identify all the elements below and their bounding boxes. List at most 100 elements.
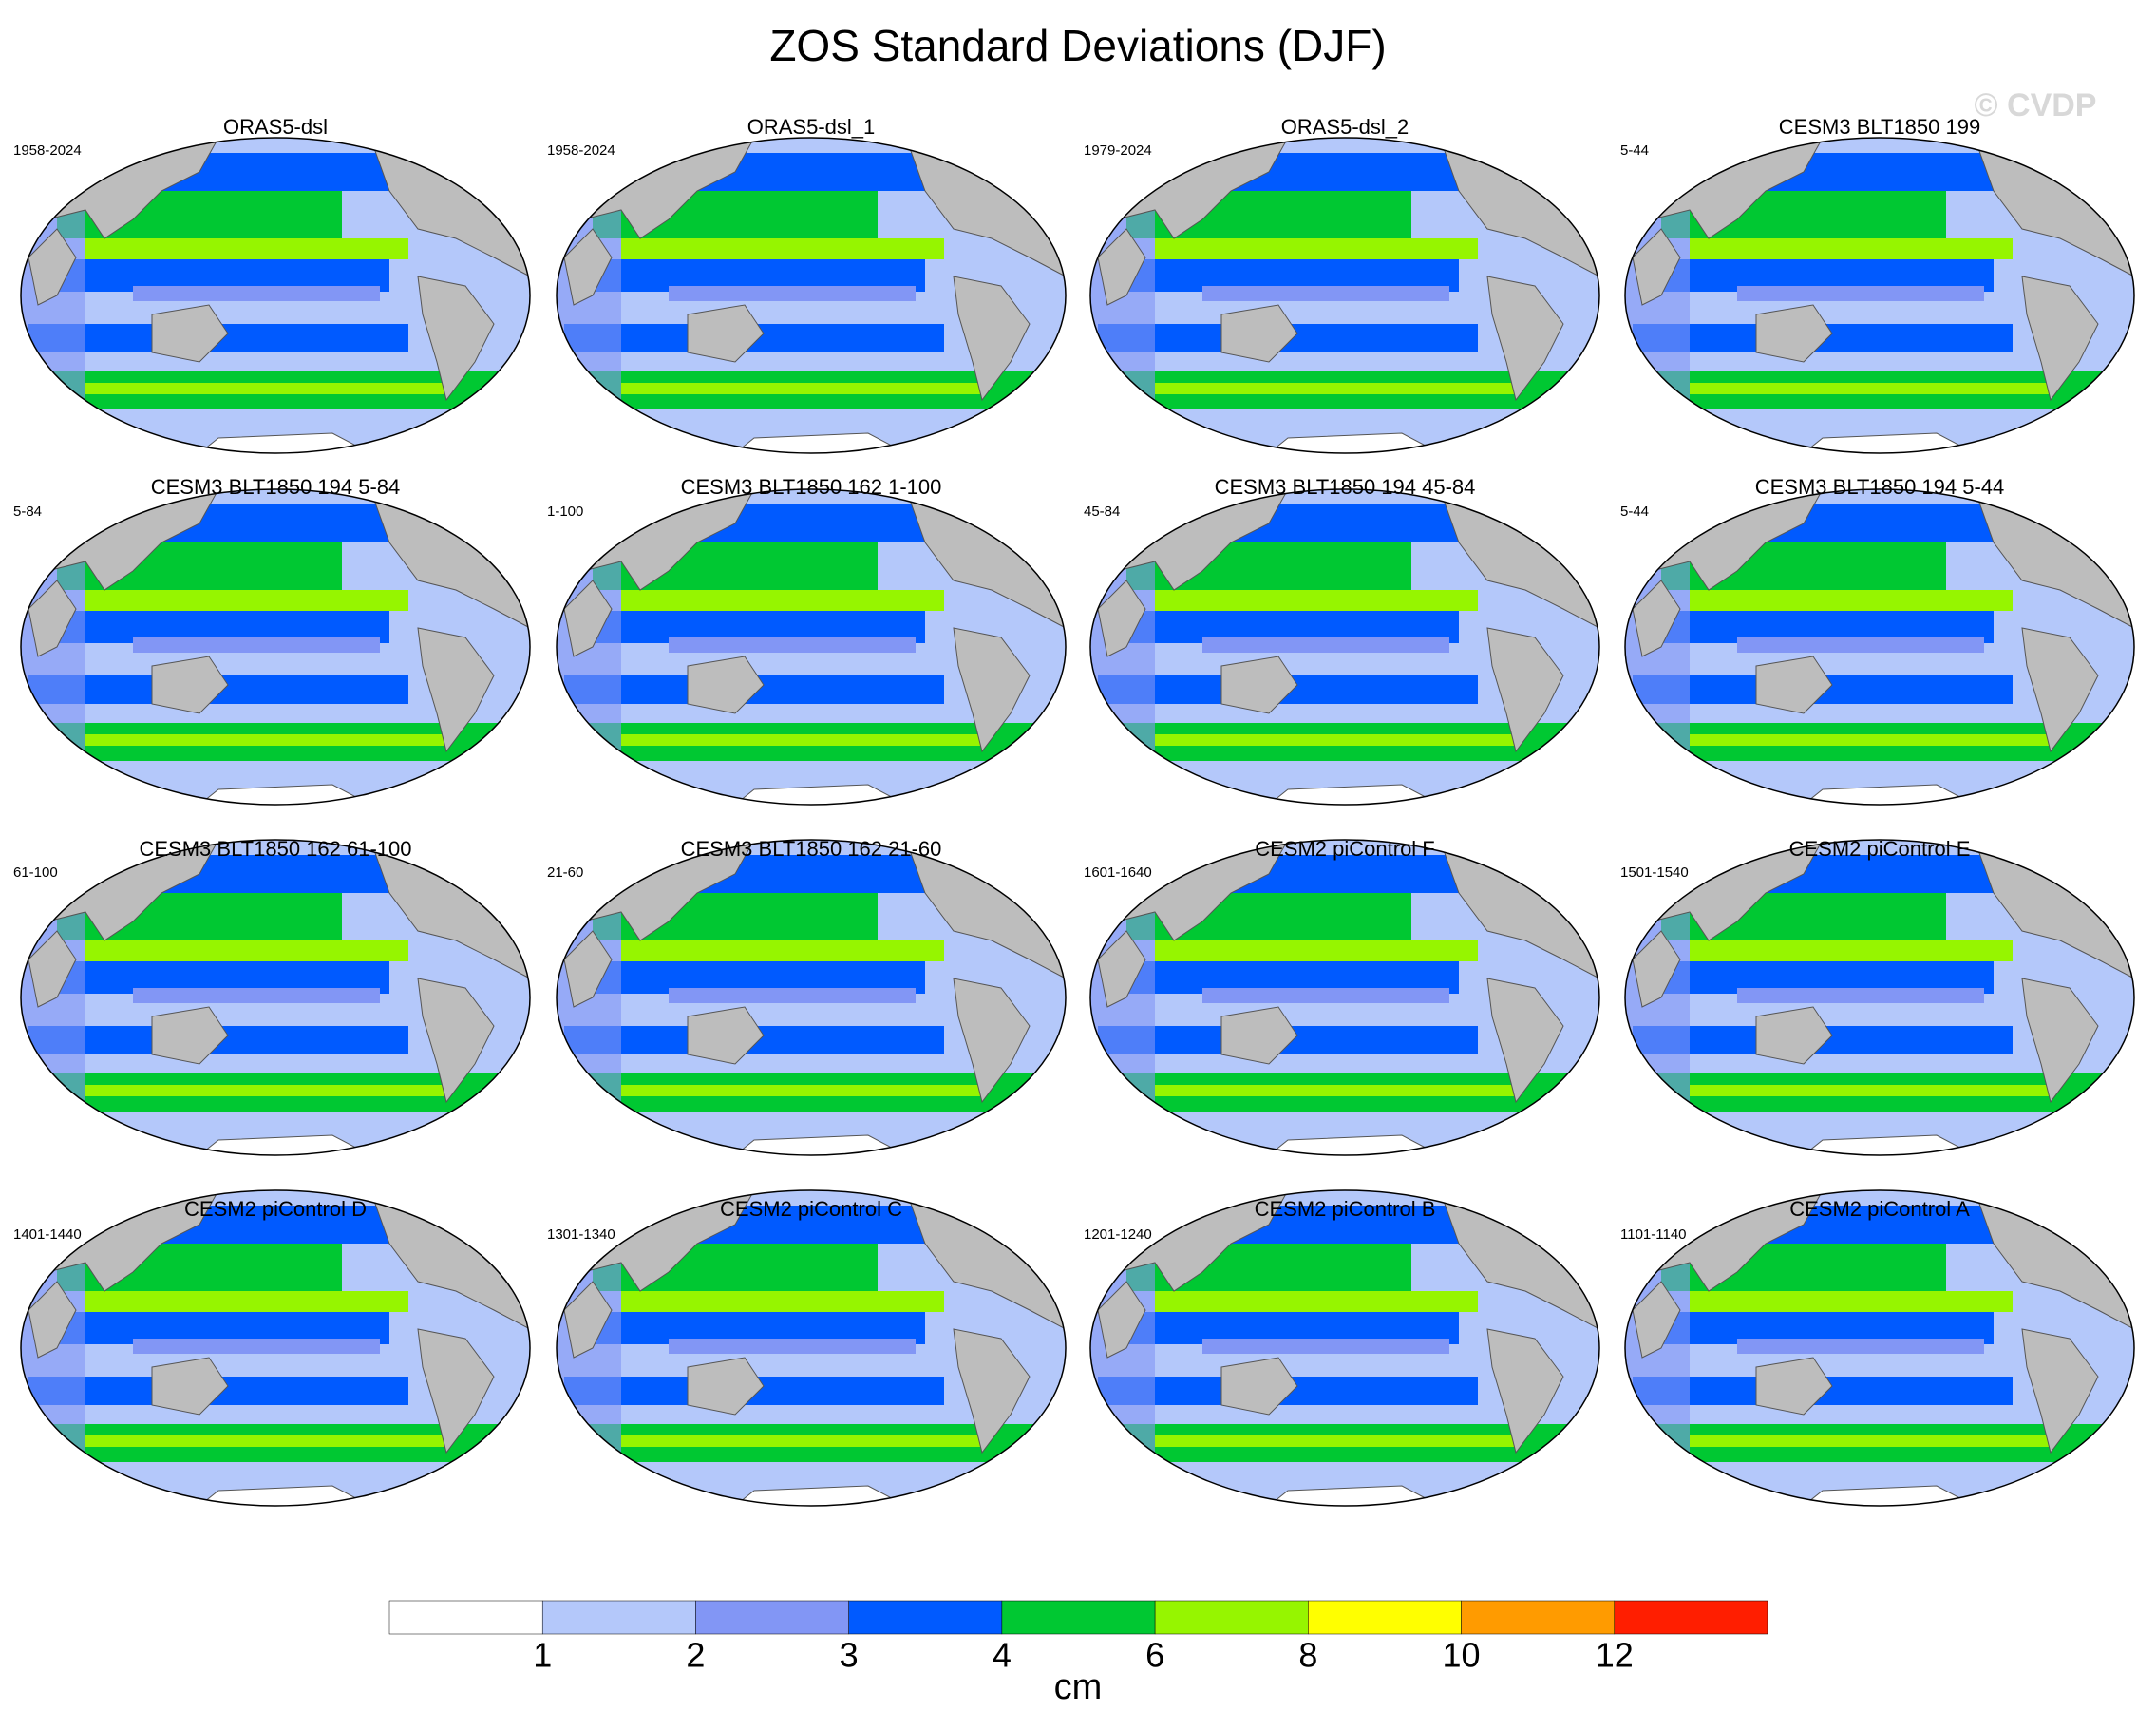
- figure-title: ZOS Standard Deviations (DJF): [769, 21, 1386, 70]
- panel-period: 5-44: [1620, 504, 1649, 520]
- map-panel: CESM2 piControl D 1401-1440: [13, 1187, 532, 1510]
- panel-period: 21-60: [547, 864, 583, 881]
- map-panel: CESM3 BLT1850 199 5-44: [1620, 115, 2136, 457]
- panel-period: 1401-1440: [13, 1226, 82, 1243]
- colorbar-box: [541, 1600, 696, 1635]
- colorbar-box: [1461, 1600, 1616, 1635]
- map-outline: [20, 488, 531, 806]
- colorbar-box: [1001, 1600, 1156, 1635]
- panel-title: ORAS5-dsl_2: [1281, 115, 1409, 139]
- map-outline: [20, 839, 531, 1156]
- panel-period: 1201-1240: [1084, 1226, 1152, 1243]
- panel-title: CESM2 piControl C: [720, 1197, 902, 1221]
- panel-title: CESM3 BLT1850 194 5-44: [1755, 475, 2005, 499]
- panel-title: CESM3 BLT1850 194 45-84: [1215, 475, 1476, 499]
- colorbar-tick-label: 4: [993, 1636, 1012, 1675]
- map-outline: [20, 1189, 531, 1507]
- map-outline: [20, 137, 531, 454]
- map-outline: [556, 488, 1067, 806]
- colorbar-box: [695, 1600, 849, 1635]
- panel-period: 1101-1140: [1620, 1226, 1687, 1243]
- map: [1088, 836, 1601, 1159]
- map-panel: CESM3 BLT1850 194 45-84 45-84: [1084, 475, 1601, 808]
- colorbar-tick-label: 3: [840, 1636, 859, 1675]
- colorbar-tick-label: 8: [1298, 1636, 1317, 1675]
- map: [19, 134, 532, 457]
- colorbar-label: cm: [1054, 1667, 1103, 1707]
- panel-title: CESM3 BLT1850 162 21-60: [681, 837, 942, 861]
- map-outline: [1624, 137, 2135, 454]
- colorbar: 1 2 3 4 6 8 10 12: [388, 1600, 1768, 1675]
- map: [19, 1187, 532, 1510]
- colorbar-tick-label: 10: [1443, 1636, 1481, 1675]
- watermark: © CVDP: [1975, 87, 2097, 124]
- map-outline: [1089, 137, 1600, 454]
- map-panel: CESM2 piControl B 1201-1240: [1084, 1187, 1601, 1510]
- map-outline: [556, 839, 1067, 1156]
- map: [1623, 485, 2136, 808]
- map-panel: CESM2 piControl F 1601-1640: [1084, 836, 1601, 1159]
- colorbar-tick-label: 6: [1145, 1636, 1164, 1675]
- panel-title: CESM2 piControl B: [1255, 1197, 1436, 1221]
- map-outline: [1089, 488, 1600, 806]
- panel-period: 1958-2024: [13, 142, 82, 159]
- panel-title: CESM3 BLT1850 194 5-84: [151, 475, 401, 499]
- map: [1088, 134, 1601, 457]
- panel-title: CESM3 BLT1850 199: [1779, 115, 1980, 139]
- map-panel: CESM3 BLT1850 162 61-100 61-100: [13, 836, 532, 1159]
- map-panel: CESM3 BLT1850 194 5-84 5-84: [13, 475, 532, 808]
- panel-period: 1301-1340: [547, 1226, 615, 1243]
- map-outline: [1089, 839, 1600, 1156]
- panel-period: 1979-2024: [1084, 142, 1152, 159]
- map: [555, 485, 1068, 808]
- colorbar-box: [1154, 1600, 1309, 1635]
- panel-title: CESM3 BLT1850 162 1-100: [681, 475, 942, 499]
- panel-title: CESM2 piControl F: [1255, 837, 1435, 861]
- panel-period: 1501-1540: [1620, 864, 1689, 881]
- map: [19, 836, 532, 1159]
- panel-period: 61-100: [13, 864, 58, 881]
- map-panel: CESM3 BLT1850 162 21-60 21-60: [547, 836, 1068, 1159]
- map-panel: CESM3 BLT1850 162 1-100 1-100: [547, 475, 1068, 808]
- map-outline: [1624, 839, 2135, 1156]
- map-panel: CESM2 piControl A 1101-1140: [1620, 1187, 2136, 1510]
- map: [1623, 134, 2136, 457]
- map-panel: CESM2 piControl E 1501-1540: [1620, 836, 2136, 1159]
- colorbar-tick-label: 2: [686, 1636, 705, 1675]
- panel-period: 5-44: [1620, 142, 1649, 159]
- colorbar-box: [1614, 1600, 1768, 1635]
- panel-title: ORAS5-dsl_1: [747, 115, 876, 139]
- map-panel: CESM3 BLT1850 194 5-44 5-44: [1620, 475, 2136, 808]
- colorbar-box: [848, 1600, 1003, 1635]
- map: [555, 134, 1068, 457]
- map: [1623, 836, 2136, 1159]
- map: [1088, 1187, 1601, 1510]
- map-outline: [1624, 1189, 2135, 1507]
- colorbar-tick-label: 12: [1596, 1636, 1634, 1675]
- map: [1623, 1187, 2136, 1510]
- map-outline: [1624, 488, 2135, 806]
- map: [555, 1187, 1068, 1510]
- panel-title: CESM2 piControl E: [1789, 837, 1971, 861]
- map-outline: [556, 1189, 1067, 1507]
- panel-period: 1601-1640: [1084, 864, 1152, 881]
- map: [555, 836, 1068, 1159]
- panel-period: 1958-2024: [547, 142, 615, 159]
- panel-title: CESM3 BLT1850 162 61-100: [140, 837, 412, 861]
- map: [1088, 485, 1601, 808]
- map-outline: [1089, 1189, 1600, 1507]
- map: [19, 485, 532, 808]
- panel-title: CESM2 piControl D: [184, 1197, 367, 1221]
- panels: ORAS5-dsl1958-2024ORAS5-dsl_11958-2024OR…: [13, 115, 2136, 1510]
- colorbar-tick-label: 1: [533, 1636, 552, 1675]
- panel-period: 1-100: [547, 504, 583, 520]
- panel-title: CESM2 piControl A: [1789, 1197, 1970, 1221]
- map-panel: ORAS5-dsl 1958-2024: [13, 115, 532, 457]
- panel-period: 45-84: [1084, 504, 1120, 520]
- colorbar-box: [1308, 1600, 1462, 1635]
- panel-period: 5-84: [13, 504, 42, 520]
- colorbar-box: [388, 1600, 543, 1635]
- map-panel: ORAS5-dsl_1 1958-2024: [547, 115, 1068, 457]
- map-panel: ORAS5-dsl_2 1979-2024: [1084, 115, 1601, 457]
